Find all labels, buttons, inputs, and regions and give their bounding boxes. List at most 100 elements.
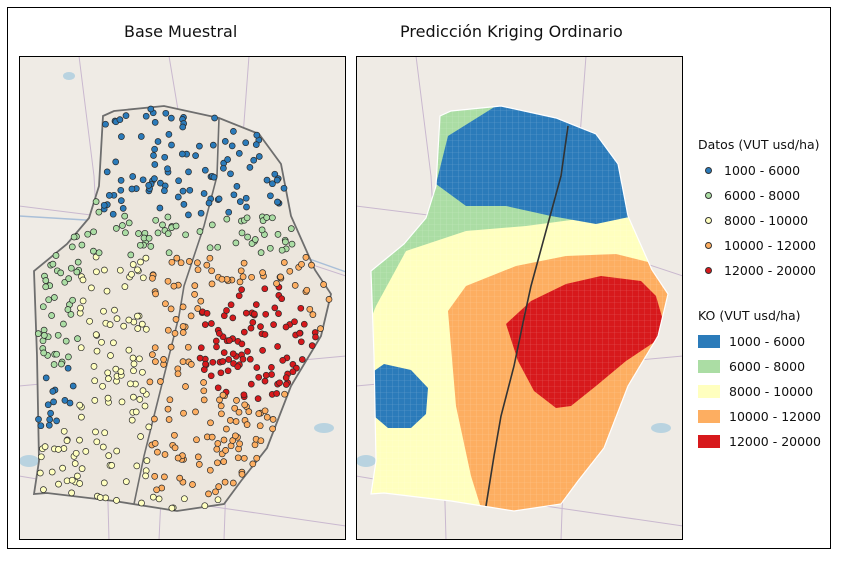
sample-point <box>185 168 192 176</box>
legend-label: 1000 - 6000 <box>724 163 801 178</box>
sample-point <box>174 454 182 462</box>
sample-point <box>278 295 286 303</box>
sample-point <box>151 161 159 168</box>
sample-point <box>68 243 76 251</box>
sample-point <box>273 280 280 287</box>
sample-point <box>62 337 70 345</box>
sample-point <box>104 394 112 402</box>
sample-point <box>139 274 147 282</box>
sample-point <box>40 486 47 493</box>
sample-point <box>159 221 166 229</box>
sample-point <box>187 361 195 368</box>
sample-point <box>110 339 117 347</box>
sample-point <box>217 369 225 377</box>
sample-point <box>128 416 136 424</box>
sample-point <box>224 156 231 163</box>
sample-point <box>217 402 225 410</box>
sample-point <box>255 153 263 160</box>
sample-point <box>291 318 298 326</box>
sample-point <box>173 254 181 262</box>
sample-point <box>103 287 111 295</box>
sample-point <box>240 259 248 267</box>
sample-point <box>138 499 145 507</box>
sample-point <box>206 254 214 262</box>
sample-point <box>86 317 93 325</box>
sample-point <box>252 301 260 308</box>
sample-point <box>128 185 136 193</box>
sample-point <box>251 441 259 449</box>
sample-point <box>226 417 234 424</box>
sample-point <box>147 105 155 113</box>
sample-point <box>156 204 164 212</box>
sample-point <box>165 416 173 423</box>
sample-point <box>214 459 221 467</box>
sample-point <box>37 453 45 461</box>
sample-point <box>296 329 304 337</box>
legend-label: 8000 - 10000 <box>729 384 814 399</box>
sample-point <box>195 461 203 468</box>
sample-point <box>280 184 288 192</box>
sample-point <box>325 296 333 303</box>
sample-point <box>206 244 214 252</box>
legend-dot <box>705 192 712 199</box>
sample-point <box>139 368 146 376</box>
sample-point <box>257 323 264 330</box>
sample-point <box>267 192 274 200</box>
sample-point <box>220 436 228 444</box>
sample-point <box>161 153 169 161</box>
sample-point <box>53 350 60 358</box>
kriging-prediction-map[interactable] <box>356 56 683 540</box>
sample-point <box>203 310 211 317</box>
sample-point <box>229 314 237 322</box>
sample-point <box>122 478 130 485</box>
sample-point <box>248 273 255 281</box>
sample-point <box>129 261 137 268</box>
sample-point <box>42 374 50 382</box>
sample-point <box>215 330 223 337</box>
sample-point <box>242 309 250 317</box>
sample-point <box>256 422 264 430</box>
sample-point <box>105 452 113 459</box>
sample-point <box>170 282 178 290</box>
sample-point <box>137 133 145 140</box>
sample-points-map[interactable] <box>19 56 346 540</box>
sample-point <box>317 325 324 332</box>
sample-point <box>134 325 142 332</box>
sample-point <box>127 380 134 388</box>
sample-point <box>243 203 250 211</box>
sample-point <box>240 391 248 399</box>
sample-point <box>129 173 137 180</box>
sample-point <box>223 425 230 433</box>
sample-point <box>70 233 78 241</box>
legend-ko-item: 1000 - 6000 <box>698 329 821 354</box>
sample-point <box>90 363 98 370</box>
sample-point <box>48 468 56 476</box>
legend-swatch <box>698 335 720 348</box>
sample-point <box>172 316 180 323</box>
sample-point <box>194 266 202 274</box>
sample-point <box>64 306 72 313</box>
sample-point <box>235 150 243 157</box>
sample-point <box>212 337 220 345</box>
sample-point <box>69 382 77 390</box>
sample-point <box>167 343 175 351</box>
sample-point <box>65 353 72 361</box>
sample-point <box>214 440 222 447</box>
sample-point <box>55 446 62 453</box>
sample-point <box>168 258 176 266</box>
sample-point <box>40 332 48 339</box>
sample-point <box>49 388 57 395</box>
legend-label: 6000 - 8000 <box>729 359 806 374</box>
sample-point <box>182 383 189 390</box>
sample-point <box>73 268 81 276</box>
sample-point <box>106 321 114 328</box>
sample-point <box>238 286 245 293</box>
sample-point <box>95 249 103 257</box>
sample-point <box>232 239 240 247</box>
sample-point <box>243 421 251 428</box>
sample-point <box>194 259 201 267</box>
sample-point <box>233 397 240 404</box>
sample-point <box>151 440 159 447</box>
sample-point <box>268 371 275 378</box>
sample-point <box>249 460 257 468</box>
